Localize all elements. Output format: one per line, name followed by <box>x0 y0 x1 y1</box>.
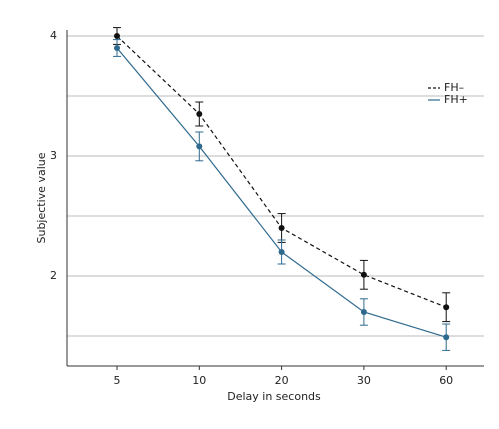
x-axis-label: Delay in seconds <box>227 390 321 403</box>
y-tick-label: 3 <box>50 149 57 162</box>
data-point <box>360 271 367 278</box>
x-tick-label: 30 <box>357 374 371 387</box>
y-axis-label: Subjective value <box>35 152 48 243</box>
data-point <box>196 143 203 150</box>
data-point <box>114 33 120 39</box>
y-tick-label: 2 <box>50 269 57 282</box>
legend-label: FH– <box>444 81 464 94</box>
data-point <box>196 111 203 117</box>
x-tick-label: 20 <box>275 374 289 387</box>
x-tick-label: 5 <box>114 374 121 387</box>
data-point <box>443 334 450 341</box>
series-line <box>116 35 447 308</box>
data-point <box>114 45 120 51</box>
x-tick-label: 10 <box>192 374 206 387</box>
series-line <box>116 47 447 338</box>
x-tick-label: 60 <box>439 374 453 387</box>
legend-label: FH+ <box>444 93 468 106</box>
data-point <box>443 304 450 311</box>
data-point <box>278 225 285 231</box>
data-point <box>278 249 285 255</box>
y-tick-label: 4 <box>50 29 57 42</box>
data-point <box>360 309 367 315</box>
